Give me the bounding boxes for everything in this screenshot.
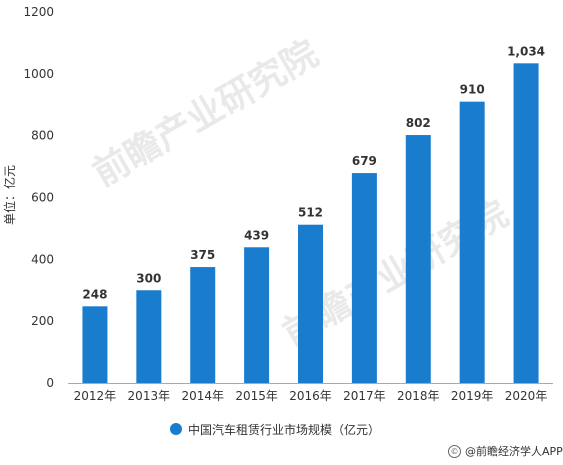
data-label: 300 bbox=[136, 271, 161, 285]
bar bbox=[136, 290, 162, 383]
y-axis-label: 单位：亿元 bbox=[2, 165, 17, 225]
bar bbox=[298, 224, 323, 383]
bar bbox=[459, 101, 485, 384]
y-tick-label: 0 bbox=[46, 376, 54, 390]
data-label: 679 bbox=[352, 154, 377, 168]
y-tick-label: 800 bbox=[31, 129, 54, 143]
legend: 中国汽车租赁行业市场规模（亿元） bbox=[170, 419, 380, 439]
x-tick-label: 2016年 bbox=[289, 389, 332, 403]
y-tick-label: 400 bbox=[31, 252, 54, 266]
bar bbox=[82, 306, 108, 383]
bar bbox=[244, 247, 270, 383]
x-tick-label: 2014年 bbox=[181, 389, 224, 403]
bar bbox=[513, 63, 539, 384]
data-label: 248 bbox=[82, 287, 107, 301]
x-tick-label: 2019年 bbox=[451, 389, 494, 403]
data-label: 802 bbox=[406, 116, 431, 130]
bar bbox=[405, 135, 431, 383]
y-tick-label: 1200 bbox=[23, 5, 54, 19]
y-tick-label: 200 bbox=[31, 314, 54, 328]
source-text: @前瞻经济学人APP bbox=[465, 445, 563, 458]
data-label: 512 bbox=[298, 206, 323, 220]
source-credit: © @前瞻经济学人APP bbox=[448, 443, 563, 459]
bar bbox=[190, 267, 216, 383]
x-tick-label: 2018年 bbox=[397, 389, 440, 403]
data-label: 439 bbox=[244, 228, 269, 242]
data-label: 910 bbox=[460, 83, 485, 97]
x-tick-label: 2020年 bbox=[505, 389, 548, 403]
data-label: 375 bbox=[190, 248, 215, 262]
copyright-icon: © bbox=[448, 444, 461, 458]
x-tick-label: 2015年 bbox=[235, 389, 278, 403]
data-label: 1,034 bbox=[507, 44, 545, 58]
y-tick-label: 1000 bbox=[23, 67, 54, 81]
legend-marker bbox=[170, 423, 182, 435]
legend-label: 中国汽车租赁行业市场规模（亿元） bbox=[188, 422, 381, 437]
x-tick-label: 2017年 bbox=[343, 389, 386, 403]
bar bbox=[351, 173, 377, 383]
y-tick-label: 600 bbox=[31, 191, 54, 205]
x-tick-label: 2012年 bbox=[74, 389, 117, 403]
x-tick-label: 2013年 bbox=[128, 389, 171, 403]
